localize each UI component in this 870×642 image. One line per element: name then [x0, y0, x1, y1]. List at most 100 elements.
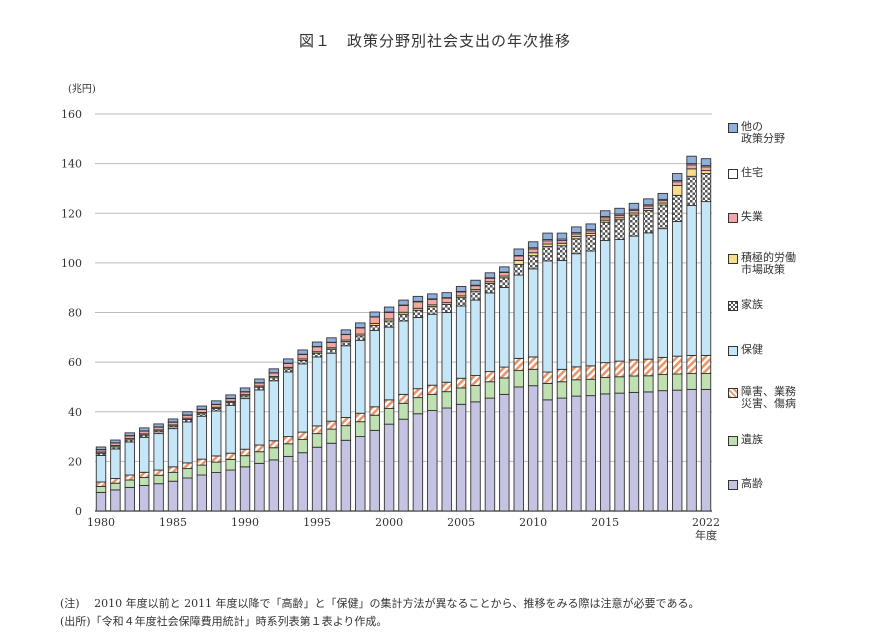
bar-segment-4 [369, 324, 380, 331]
bar-segment-4 [311, 352, 323, 358]
bar-1997 [340, 329, 352, 512]
bar-segment-3 [283, 371, 294, 438]
bar-segment-2 [657, 356, 668, 375]
bar-segment-0 [455, 403, 467, 512]
bar-segment-3 [196, 415, 208, 460]
bar-segment-4 [441, 303, 452, 313]
bar-segment-6 [340, 334, 352, 341]
bar-segment-3 [398, 320, 409, 395]
bar-segment-8 [484, 272, 496, 279]
bar-segment-4 [513, 263, 524, 276]
bar-segment-3 [614, 239, 625, 362]
y-tick-label: 120 [61, 207, 82, 220]
bar-segment-3 [153, 433, 164, 471]
bar-segment-0 [254, 462, 265, 512]
bar-segment-0 [671, 389, 683, 512]
bar-segment-2 [571, 366, 582, 381]
bar-segment-8 [340, 329, 352, 335]
bar-segment-1 [254, 451, 265, 464]
bar-2015 [599, 210, 611, 512]
bar-segment-3 [211, 410, 222, 457]
bar-segment-0 [441, 407, 452, 512]
bar-segment-0 [628, 391, 640, 512]
bar-segment-0 [110, 489, 121, 512]
bar-segment-3 [455, 305, 467, 379]
bar-segment-8 [124, 432, 136, 437]
bar-segment-3 [441, 312, 452, 383]
bar-segment-8 [571, 226, 582, 234]
bar-segment-1 [239, 455, 251, 468]
bar-segment-5 [671, 185, 683, 196]
bar-segment-2 [369, 406, 380, 416]
bar-segment-0 [484, 397, 496, 512]
bar-segment-3 [297, 363, 308, 433]
bar-2017 [628, 202, 640, 512]
bar-segment-2 [340, 417, 352, 427]
bar-segment-4 [628, 214, 640, 237]
bar-2010 [527, 241, 539, 512]
bar-segment-4 [355, 335, 366, 341]
bar-segment-8 [527, 241, 539, 249]
bar-segment-3 [513, 274, 524, 359]
bar-2011 [542, 232, 553, 512]
bar-2009 [513, 248, 524, 512]
bar-segment-1 [110, 482, 121, 491]
legend-item: 積極的労働 市場政策 [728, 252, 796, 276]
bar-segment-5 [513, 259, 524, 265]
bar-segment-0 [283, 455, 294, 512]
bar-segment-8 [542, 232, 553, 241]
bar-segment-0 [527, 385, 539, 512]
x-axis-label: 年度 [695, 528, 717, 542]
bar-1986 [182, 411, 193, 512]
bar-segment-0 [398, 418, 409, 512]
bar-segment-6 [412, 301, 424, 309]
bar-segment-1 [196, 464, 208, 476]
bar-segment-4 [412, 309, 424, 318]
bar-segment-6 [671, 181, 683, 186]
bar-segment-2 [268, 440, 280, 449]
bar-segment-1 [95, 485, 107, 493]
bar-segment-1 [326, 428, 337, 444]
x-tick-label: 2015 [591, 516, 619, 529]
bar-segment-8 [499, 266, 510, 273]
bar-segment-1 [268, 447, 280, 461]
bar-segment-8 [311, 341, 323, 347]
bar-segment-2 [283, 436, 294, 445]
bar-segment-2 [499, 366, 510, 379]
bar-1999 [369, 311, 380, 512]
bar-segment-6 [499, 272, 510, 277]
bar-2013 [571, 226, 582, 512]
legend-item: 失業 [728, 211, 763, 223]
bar-segment-4 [383, 320, 395, 328]
bar-segment-0 [95, 491, 107, 512]
legend-item: 保健 [728, 344, 763, 356]
bar-segment-3 [412, 317, 424, 390]
bar-segment-2 [153, 469, 164, 476]
chart-title: 図１ 政策分野別社会支出の年次推移 [298, 32, 571, 50]
bar-segment-1 [571, 379, 582, 397]
bar-segment-2 [167, 466, 179, 473]
legend-item: 高齢 [728, 478, 763, 490]
bar-segment-1 [527, 368, 539, 387]
legend-label: 積極的労働 市場政策 [741, 251, 796, 276]
bar-segment-2 [599, 362, 611, 378]
bar-1996 [326, 337, 337, 512]
bar-segment-1 [369, 414, 380, 431]
bar-segment-2 [513, 357, 524, 372]
bar-segment-2 [455, 377, 467, 389]
bar-segment-4 [340, 341, 352, 347]
bar-segment-8 [283, 358, 294, 364]
bar-segment-6 [700, 166, 712, 172]
bar-segment-0 [326, 442, 337, 512]
bar-segment-1 [153, 474, 164, 485]
legend-swatch [728, 254, 738, 264]
bar-segment-4 [571, 238, 582, 255]
bar-segment-3 [355, 339, 366, 414]
bar-segment-3 [124, 441, 136, 476]
bar-segment-8 [239, 387, 251, 393]
legend-item: 遺族 [728, 434, 763, 446]
bar-segment-6 [297, 353, 308, 360]
bar-segment-8 [369, 311, 380, 318]
bar-segment-0 [211, 472, 222, 512]
